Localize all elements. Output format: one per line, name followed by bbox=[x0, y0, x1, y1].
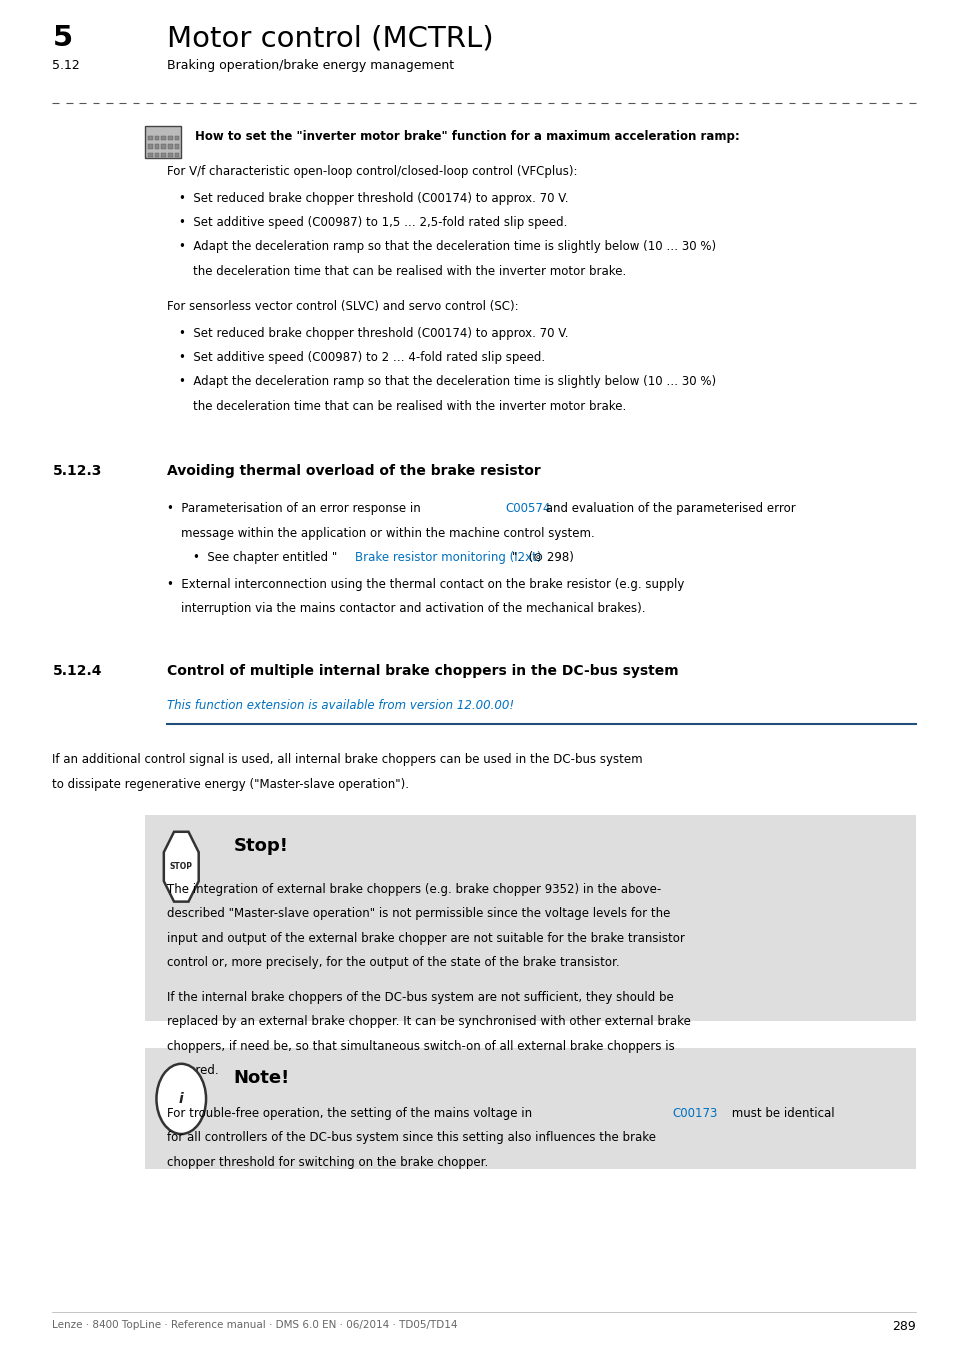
Text: This function extension is available from version 12.00.00!: This function extension is available fro… bbox=[167, 699, 514, 713]
FancyBboxPatch shape bbox=[154, 153, 159, 157]
Text: input and output of the external brake chopper are not suitable for the brake tr: input and output of the external brake c… bbox=[167, 931, 684, 945]
Text: the deceleration time that can be realised with the inverter motor brake.: the deceleration time that can be realis… bbox=[193, 265, 625, 278]
Polygon shape bbox=[164, 832, 198, 902]
Text: •  See chapter entitled ": • See chapter entitled " bbox=[193, 551, 336, 564]
FancyBboxPatch shape bbox=[148, 153, 152, 157]
Text: For V/f characteristic open-loop control/closed-loop control (VFCplus):: For V/f characteristic open-loop control… bbox=[167, 165, 577, 178]
Text: •  Parameterisation of an error response in: • Parameterisation of an error response … bbox=[167, 502, 424, 516]
FancyBboxPatch shape bbox=[174, 144, 179, 148]
Text: STOP: STOP bbox=[170, 863, 193, 871]
Text: 5: 5 bbox=[52, 24, 72, 53]
Text: •  Set additive speed (C00987) to 1,5 … 2,5-fold rated slip speed.: • Set additive speed (C00987) to 1,5 … 2… bbox=[179, 216, 567, 230]
Text: Stop!: Stop! bbox=[233, 837, 289, 855]
FancyBboxPatch shape bbox=[145, 1048, 915, 1169]
Text: 5.12.4: 5.12.4 bbox=[52, 664, 102, 678]
Text: described "Master-slave operation" is not permissible since the voltage levels f: described "Master-slave operation" is no… bbox=[167, 907, 670, 921]
FancyBboxPatch shape bbox=[145, 126, 181, 158]
Text: choppers, if need be, so that simultaneous switch-on of all external brake chopp: choppers, if need be, so that simultaneo… bbox=[167, 1040, 674, 1053]
Text: i: i bbox=[179, 1092, 183, 1106]
FancyBboxPatch shape bbox=[168, 144, 172, 148]
Text: ".  (⊚ 298): ". (⊚ 298) bbox=[512, 551, 574, 564]
Text: The integration of external brake choppers (e.g. brake chopper 9352) in the abov: The integration of external brake choppe… bbox=[167, 883, 660, 896]
Text: •  Set reduced brake chopper threshold (C00174) to approx. 70 V.: • Set reduced brake chopper threshold (C… bbox=[179, 192, 568, 205]
Text: 289: 289 bbox=[891, 1320, 915, 1334]
Text: replaced by an external brake chopper. It can be synchronised with other externa: replaced by an external brake chopper. I… bbox=[167, 1015, 690, 1029]
Text: •  Adapt the deceleration ramp so that the deceleration time is slightly below (: • Adapt the deceleration ramp so that th… bbox=[179, 375, 716, 389]
FancyBboxPatch shape bbox=[161, 153, 166, 157]
FancyBboxPatch shape bbox=[161, 136, 166, 140]
Text: Motor control (MCTRL): Motor control (MCTRL) bbox=[167, 24, 493, 53]
Text: and evaluation of the parameterised error: and evaluation of the parameterised erro… bbox=[541, 502, 795, 516]
FancyBboxPatch shape bbox=[154, 144, 159, 148]
Text: Brake resistor monitoring (I2xt): Brake resistor monitoring (I2xt) bbox=[355, 551, 540, 564]
Circle shape bbox=[156, 1064, 206, 1134]
Text: Avoiding thermal overload of the brake resistor: Avoiding thermal overload of the brake r… bbox=[167, 464, 540, 478]
Text: If an additional control signal is used, all internal brake choppers can be used: If an additional control signal is used,… bbox=[52, 753, 642, 767]
Text: Braking operation/brake energy management: Braking operation/brake energy managemen… bbox=[167, 59, 454, 73]
Text: 5.12: 5.12 bbox=[52, 59, 80, 73]
Text: If the internal brake choppers of the DC-bus system are not sufficient, they sho: If the internal brake choppers of the DC… bbox=[167, 991, 673, 1004]
FancyBboxPatch shape bbox=[174, 136, 179, 140]
Text: C00574: C00574 bbox=[505, 502, 551, 516]
Text: Control of multiple internal brake choppers in the DC-bus system: Control of multiple internal brake chopp… bbox=[167, 664, 678, 678]
Text: must be identical: must be identical bbox=[727, 1107, 834, 1120]
Text: How to set the "inverter motor brake" function for a maximum acceleration ramp:: How to set the "inverter motor brake" fu… bbox=[194, 130, 739, 143]
FancyBboxPatch shape bbox=[148, 144, 152, 148]
FancyBboxPatch shape bbox=[174, 153, 179, 157]
Text: chopper threshold for switching on the brake chopper.: chopper threshold for switching on the b… bbox=[167, 1156, 488, 1169]
Text: control or, more precisely, for the output of the state of the brake transistor.: control or, more precisely, for the outp… bbox=[167, 956, 618, 969]
FancyBboxPatch shape bbox=[154, 136, 159, 140]
Text: C00173: C00173 bbox=[672, 1107, 718, 1120]
FancyBboxPatch shape bbox=[145, 815, 915, 1021]
Text: interruption via the mains contactor and activation of the mechanical brakes).: interruption via the mains contactor and… bbox=[181, 602, 645, 616]
Text: For trouble-free operation, the setting of the mains voltage in: For trouble-free operation, the setting … bbox=[167, 1107, 536, 1120]
Text: Lenze · 8400 TopLine · Reference manual · DMS 6.0 EN · 06/2014 · TD05/TD14: Lenze · 8400 TopLine · Reference manual … bbox=[52, 1320, 457, 1330]
Text: Note!: Note! bbox=[233, 1069, 290, 1087]
Text: •  Adapt the deceleration ramp so that the deceleration time is slightly below (: • Adapt the deceleration ramp so that th… bbox=[179, 240, 716, 254]
Text: to dissipate regenerative energy ("Master-slave operation").: to dissipate regenerative energy ("Maste… bbox=[52, 778, 409, 791]
FancyBboxPatch shape bbox=[168, 153, 172, 157]
Text: •  Set reduced brake chopper threshold (C00174) to approx. 70 V.: • Set reduced brake chopper threshold (C… bbox=[179, 327, 568, 340]
FancyBboxPatch shape bbox=[168, 136, 172, 140]
Text: 5.12.3: 5.12.3 bbox=[52, 464, 102, 478]
Text: •  External interconnection using the thermal contact on the brake resistor (e.g: • External interconnection using the the… bbox=[167, 578, 683, 591]
Text: the deceleration time that can be realised with the inverter motor brake.: the deceleration time that can be realis… bbox=[193, 400, 625, 413]
Text: message within the application or within the machine control system.: message within the application or within… bbox=[181, 526, 595, 540]
Text: ensured.: ensured. bbox=[167, 1064, 218, 1077]
FancyBboxPatch shape bbox=[148, 136, 152, 140]
Text: for all controllers of the DC-bus system since this setting also influences the : for all controllers of the DC-bus system… bbox=[167, 1131, 656, 1145]
Text: •  Set additive speed (C00987) to 2 … 4-fold rated slip speed.: • Set additive speed (C00987) to 2 … 4-f… bbox=[179, 351, 545, 364]
Text: For sensorless vector control (SLVC) and servo control (SC):: For sensorless vector control (SLVC) and… bbox=[167, 300, 518, 313]
FancyBboxPatch shape bbox=[161, 144, 166, 148]
